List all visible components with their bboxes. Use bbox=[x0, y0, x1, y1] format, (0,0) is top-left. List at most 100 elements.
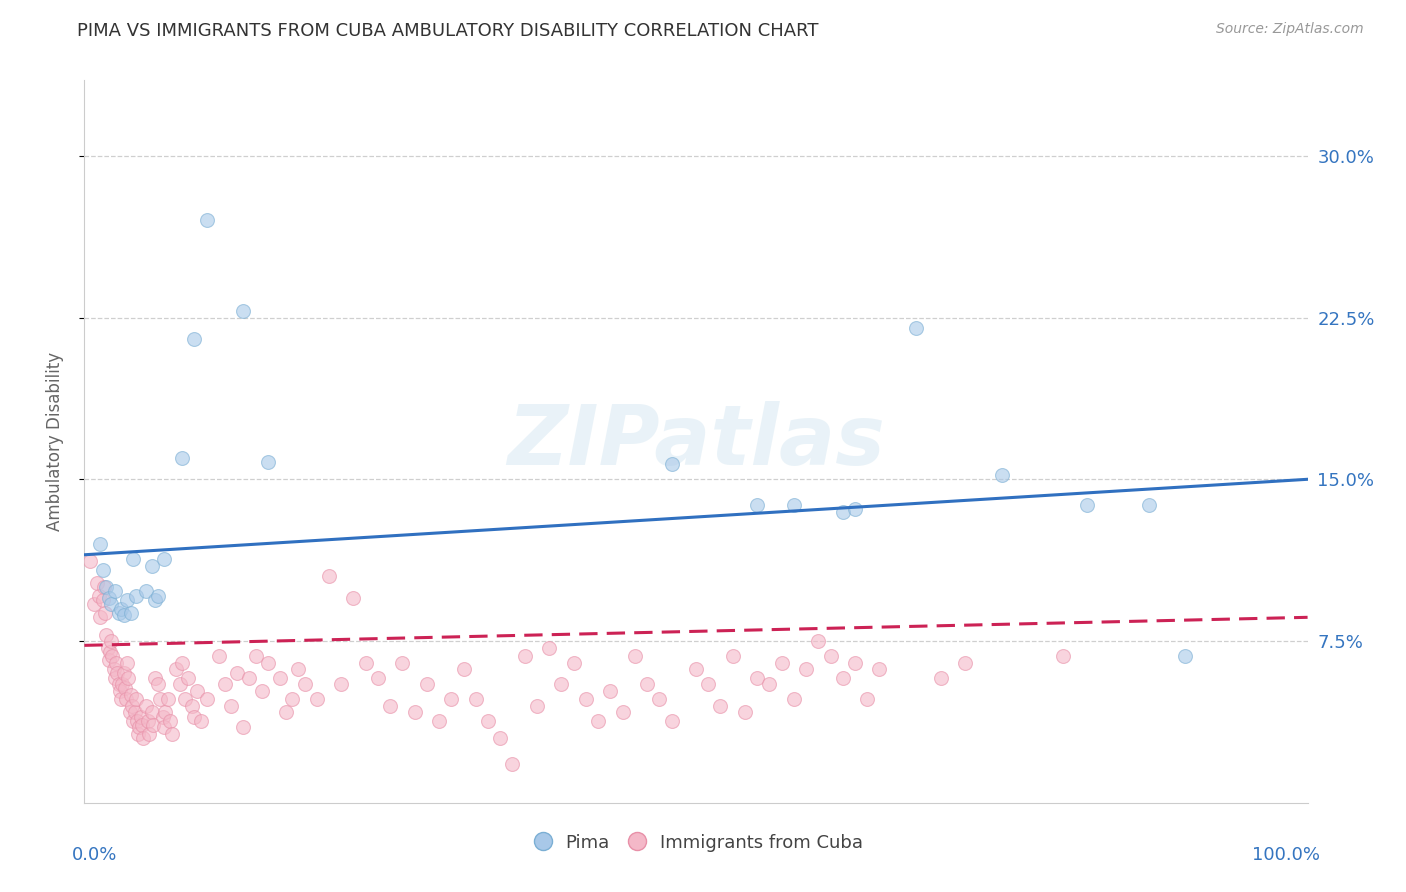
Point bbox=[162, 727, 184, 741]
Point bbox=[96, 627, 118, 641]
Point bbox=[122, 552, 145, 566]
Point bbox=[195, 213, 218, 227]
Point bbox=[562, 656, 585, 670]
Point bbox=[108, 683, 131, 698]
Point bbox=[709, 698, 731, 713]
Point bbox=[183, 709, 205, 723]
Point bbox=[747, 671, 769, 685]
Point bbox=[103, 662, 125, 676]
Point bbox=[183, 332, 205, 346]
Point bbox=[281, 692, 304, 706]
Point bbox=[453, 662, 475, 676]
Point bbox=[214, 677, 236, 691]
Point bbox=[110, 601, 132, 615]
Point bbox=[276, 705, 298, 719]
Point bbox=[111, 677, 134, 691]
Point bbox=[250, 683, 273, 698]
Point bbox=[104, 584, 127, 599]
Point bbox=[118, 705, 141, 719]
Point bbox=[142, 718, 165, 732]
Point bbox=[330, 677, 353, 691]
Point bbox=[550, 677, 572, 691]
Point bbox=[172, 450, 194, 465]
Text: Source: ZipAtlas.com: Source: ZipAtlas.com bbox=[1216, 22, 1364, 37]
Point bbox=[831, 505, 853, 519]
Point bbox=[1174, 649, 1197, 664]
Point bbox=[115, 656, 138, 670]
Point bbox=[844, 656, 866, 670]
Text: PIMA VS IMMIGRANTS FROM CUBA AMBULATORY DISABILITY CORRELATION CHART: PIMA VS IMMIGRANTS FROM CUBA AMBULATORY … bbox=[77, 22, 818, 40]
Point bbox=[156, 692, 179, 706]
Point bbox=[173, 692, 195, 706]
Point bbox=[648, 692, 671, 706]
Point bbox=[807, 634, 830, 648]
Point bbox=[245, 649, 267, 664]
Text: ZIPatlas: ZIPatlas bbox=[508, 401, 884, 482]
Point bbox=[97, 591, 120, 605]
Point bbox=[129, 709, 152, 723]
Point bbox=[905, 321, 928, 335]
Point bbox=[354, 656, 377, 670]
Point bbox=[125, 692, 148, 706]
Point bbox=[783, 498, 806, 512]
Point bbox=[115, 593, 138, 607]
Point bbox=[367, 671, 389, 685]
Point bbox=[770, 656, 793, 670]
Point bbox=[464, 692, 486, 706]
Point bbox=[929, 671, 952, 685]
Point bbox=[105, 656, 128, 670]
Point bbox=[120, 688, 142, 702]
Point bbox=[104, 671, 127, 685]
Point bbox=[318, 569, 340, 583]
Point bbox=[83, 598, 105, 612]
Point bbox=[153, 705, 176, 719]
Point bbox=[112, 608, 135, 623]
Point bbox=[232, 720, 254, 734]
Point bbox=[208, 649, 231, 664]
Point bbox=[122, 714, 145, 728]
Point bbox=[747, 498, 769, 512]
Point bbox=[391, 656, 413, 670]
Point bbox=[98, 645, 121, 659]
Point bbox=[820, 649, 842, 664]
Point bbox=[1137, 498, 1160, 512]
Point bbox=[869, 662, 891, 676]
Point bbox=[991, 467, 1014, 482]
Point bbox=[114, 681, 136, 696]
Point bbox=[661, 457, 683, 471]
Point bbox=[599, 683, 621, 698]
Point bbox=[136, 714, 159, 728]
Point bbox=[226, 666, 249, 681]
Point bbox=[149, 692, 172, 706]
Point bbox=[100, 598, 122, 612]
Point bbox=[477, 714, 499, 728]
Point bbox=[416, 677, 439, 691]
Point bbox=[502, 756, 524, 771]
Point bbox=[115, 692, 138, 706]
Point bbox=[91, 563, 114, 577]
Point bbox=[257, 455, 280, 469]
Point bbox=[159, 714, 181, 728]
Point bbox=[152, 709, 174, 723]
Point bbox=[856, 692, 879, 706]
Point bbox=[96, 580, 118, 594]
Point bbox=[831, 671, 853, 685]
Point bbox=[172, 656, 194, 670]
Point bbox=[721, 649, 744, 664]
Point bbox=[131, 718, 153, 732]
Point bbox=[86, 575, 108, 590]
Point bbox=[120, 606, 142, 620]
Point bbox=[93, 580, 115, 594]
Point bbox=[953, 656, 976, 670]
Point bbox=[146, 589, 169, 603]
Point bbox=[526, 698, 548, 713]
Point bbox=[91, 593, 114, 607]
Point bbox=[758, 677, 780, 691]
Point bbox=[586, 714, 609, 728]
Point bbox=[305, 692, 328, 706]
Point bbox=[538, 640, 561, 655]
Point bbox=[153, 552, 176, 566]
Point bbox=[165, 662, 187, 676]
Point bbox=[734, 705, 756, 719]
Point bbox=[125, 714, 148, 728]
